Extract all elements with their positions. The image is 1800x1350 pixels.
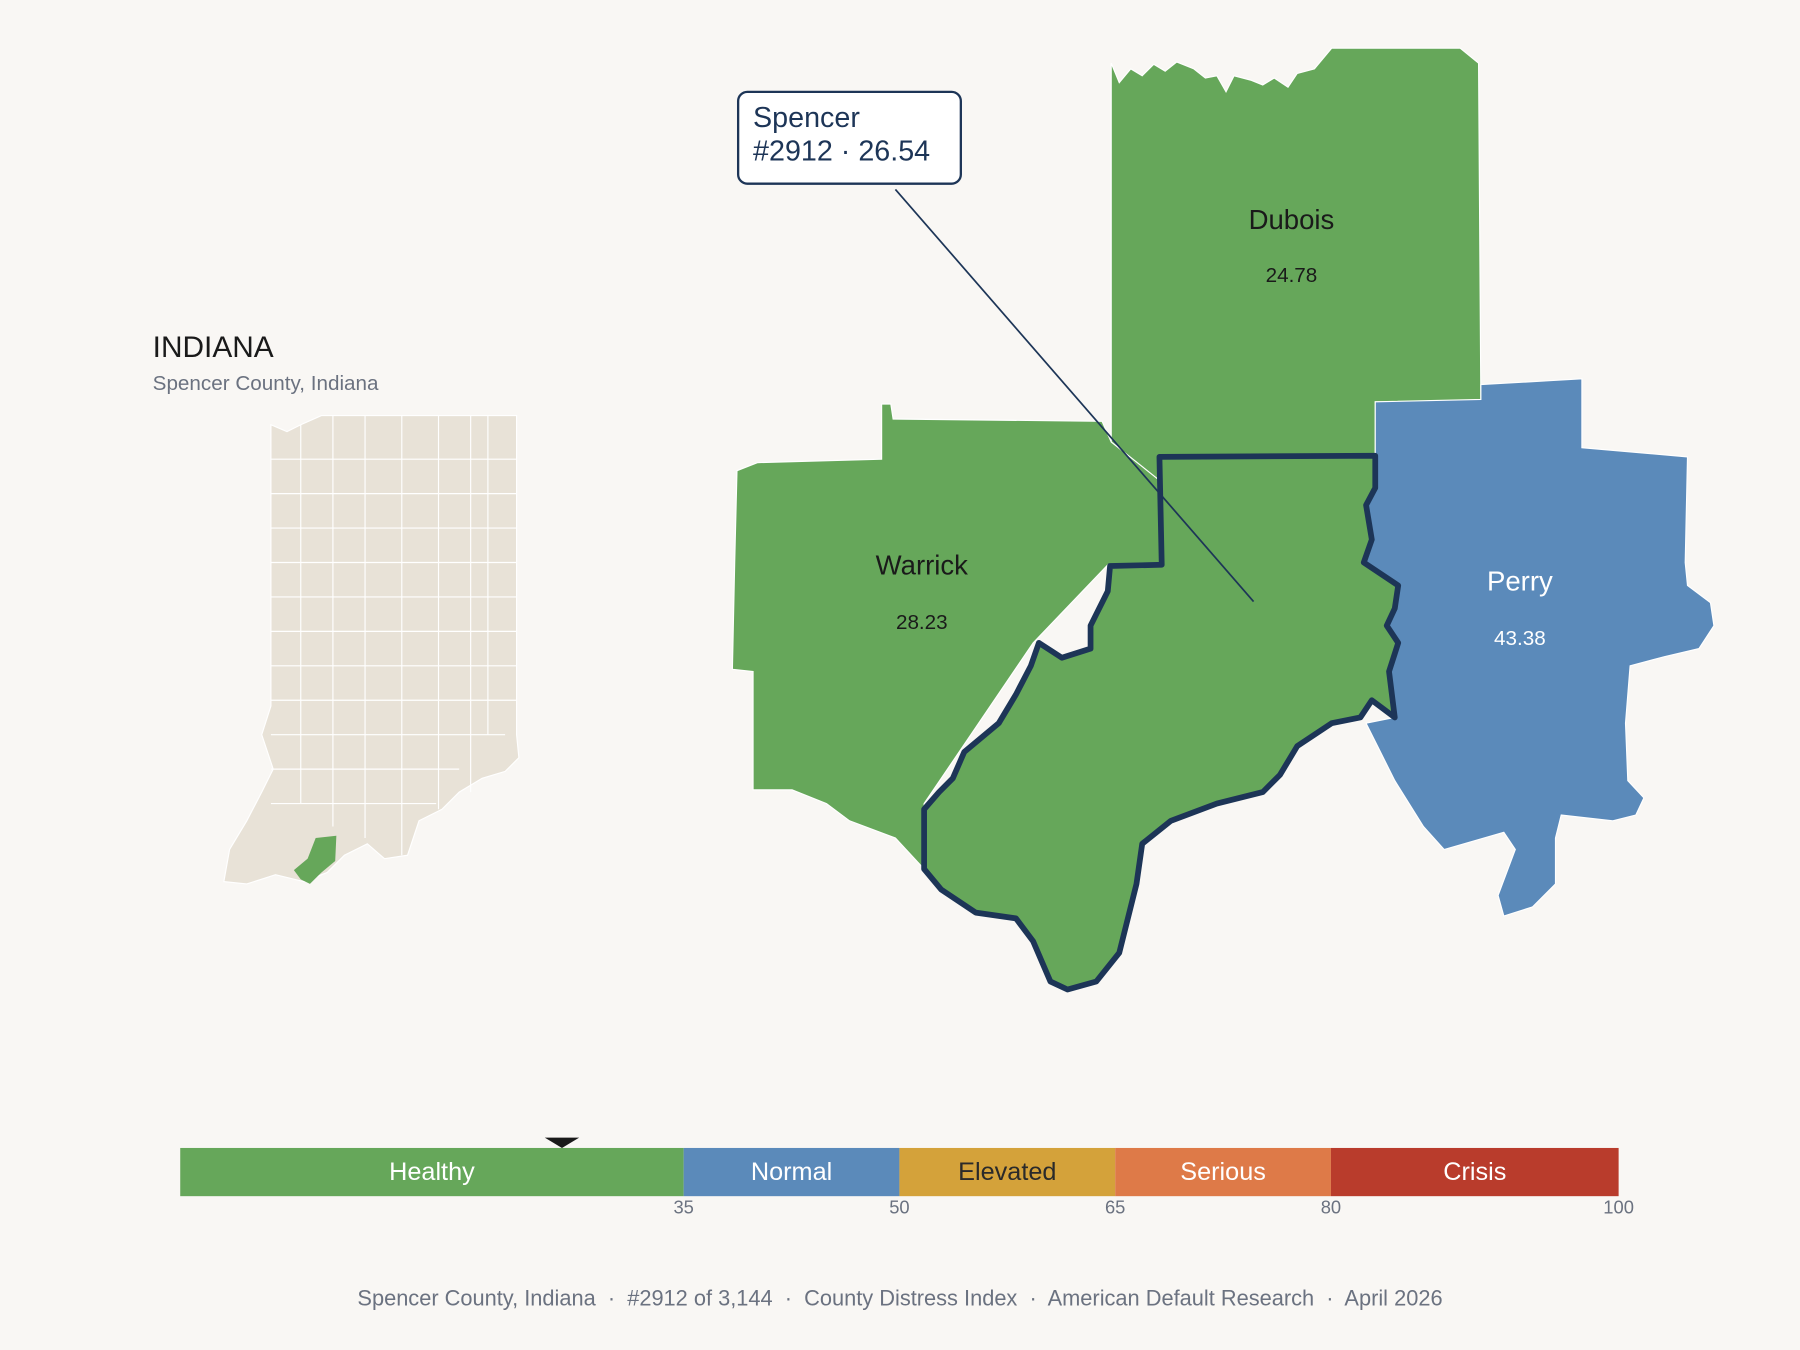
scale-band — [180, 1147, 684, 1197]
county-value: 43.38 — [1494, 627, 1546, 650]
county-name: Warrick — [876, 549, 969, 580]
scale-band — [1115, 1147, 1331, 1197]
state-title: INDIANA — [153, 331, 274, 364]
scale-tick-label: 100 — [1603, 1197, 1634, 1218]
scale-band-label: Elevated — [958, 1158, 1056, 1186]
scale-tick-label: 50 — [889, 1197, 909, 1218]
callout-box — [736, 90, 962, 185]
scale-band — [683, 1147, 900, 1197]
callout-name: Spencer — [753, 102, 860, 134]
scale-tick-label: 65 — [1105, 1197, 1125, 1218]
county-name: Perry — [1487, 565, 1553, 596]
scale-band — [1330, 1147, 1619, 1197]
scale-band-label: Crisis — [1443, 1158, 1506, 1186]
scale-band-label: Healthy — [389, 1158, 475, 1186]
scale-band — [899, 1147, 1116, 1197]
county-name: Dubois — [1249, 204, 1335, 235]
scale-tick-label: 35 — [673, 1197, 693, 1218]
county-value: 24.78 — [1266, 264, 1318, 287]
scale-band-label: Normal — [751, 1158, 832, 1186]
footer: Spencer County, Indiana · #2912 of 3,144… — [357, 1285, 1442, 1310]
scale-band-label: Serious — [1180, 1158, 1266, 1186]
selected-county[interactable] — [921, 452, 1402, 993]
score-marker — [544, 1137, 580, 1148]
scale-tick-label: 80 — [1321, 1197, 1341, 1218]
state-outline — [223, 414, 520, 885]
state-locator — [223, 414, 520, 885]
highlight-county — [293, 835, 337, 884]
callout-leader — [894, 188, 1255, 603]
county-borders — [270, 415, 517, 856]
state-subtitle: Spencer County, Indiana — [153, 372, 379, 395]
county-value: 28.23 — [896, 611, 948, 634]
callout-label: #2912 · 26.54 — [753, 135, 930, 167]
